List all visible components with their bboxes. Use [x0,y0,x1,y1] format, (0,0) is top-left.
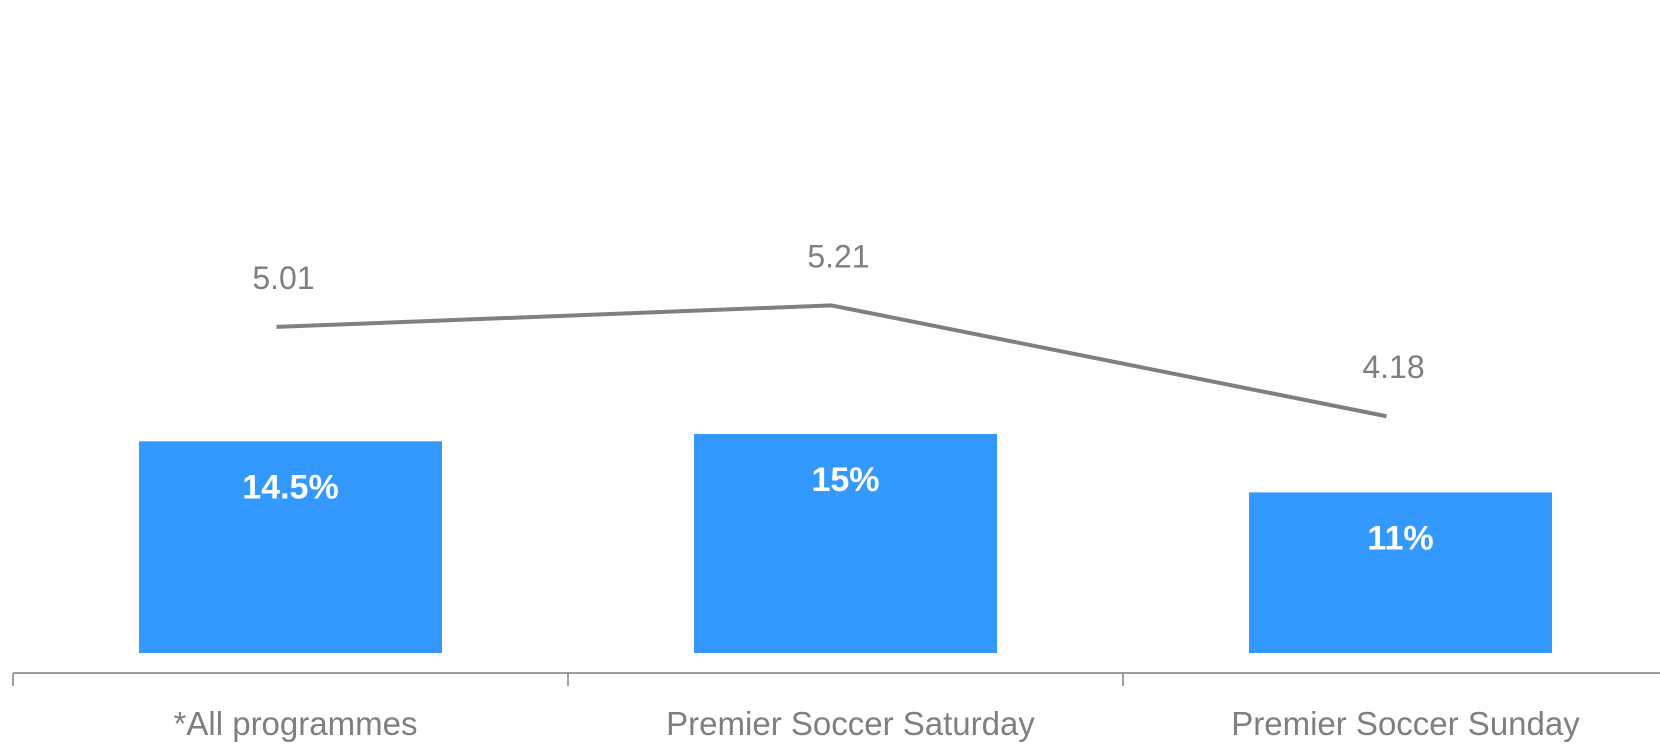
bar-2 [694,434,997,653]
bar-series [139,434,1552,653]
line-value-label: 5.21 [807,238,869,274]
labels-group: 14.5% 15% 11% 5.01 5.21 4.18 [242,238,1433,557]
line-path [276,303,1387,419]
bar-value-label: 15% [811,461,879,499]
x-tick-label: Premier Soccer Saturday [666,705,1035,742]
line-value-label: 4.18 [1362,349,1424,385]
bar-3 [1249,492,1552,653]
x-tick-label: *All programmes [174,705,418,742]
line-series [276,303,1387,419]
x-tick-label: Premier Soccer Sunday [1231,705,1580,742]
x-axis: *All programmes Premier Soccer Saturday Pr… [12,672,1660,742]
line-value-label: 5.01 [252,260,314,296]
bar-value-label: 11% [1367,519,1433,557]
bar-1 [139,441,442,653]
bar-value-label: 14.5% [242,468,338,506]
